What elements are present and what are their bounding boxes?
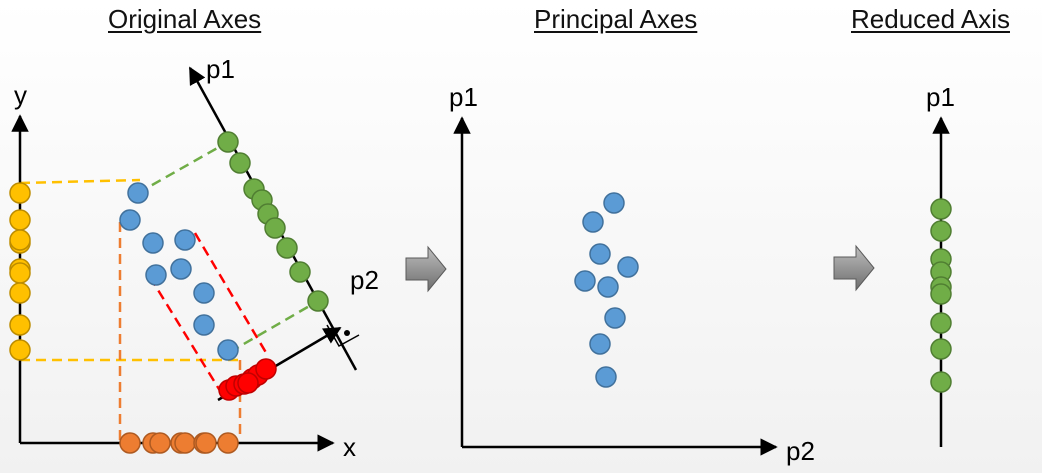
blue-point [170, 258, 192, 280]
blue-point [174, 229, 196, 251]
green-point [289, 261, 311, 283]
red-point [237, 372, 259, 394]
green-projection-line-bottom [229, 299, 319, 354]
reduced-axis-panel: p1 [926, 82, 955, 447]
green-point [930, 283, 952, 305]
yellow-point [9, 182, 31, 204]
transition-arrow-icon [833, 244, 875, 292]
red-points-projected [218, 358, 277, 401]
yellow-point [9, 314, 31, 336]
blue-point [574, 270, 596, 292]
orange-point [174, 432, 196, 454]
green-point [217, 131, 239, 153]
orange-point [195, 432, 217, 454]
yellow-point [9, 339, 31, 361]
p2-axis-label-rotated: p2 [350, 265, 379, 295]
green-point [307, 290, 329, 312]
green-point [930, 312, 952, 334]
blue-points-transformed [574, 192, 639, 388]
blue-point [217, 339, 239, 361]
red-projection-line-right [193, 232, 270, 357]
blue-point [597, 276, 619, 298]
blue-point [127, 182, 149, 204]
original-axes-panel: y x p1 p2 [9, 54, 379, 462]
blue-point [145, 264, 167, 286]
green-point [276, 237, 298, 259]
yellow-point [9, 229, 31, 251]
blue-point [595, 366, 617, 388]
yellow-point [9, 282, 31, 304]
yellow-points [9, 182, 31, 361]
red-projection-line-left [148, 276, 224, 395]
blue-point [589, 243, 611, 265]
green-points-projected [217, 131, 329, 312]
blue-point [604, 307, 626, 329]
green-point [930, 220, 952, 242]
green-point [264, 217, 286, 239]
principal-axes-panel: p1 p2 [449, 82, 815, 466]
green-projection-line-top [137, 140, 229, 195]
p1-axis-label-reduced: p1 [926, 82, 955, 112]
orange-point [217, 432, 239, 454]
blue-point [193, 282, 215, 304]
transition-arrow-icon [405, 245, 447, 293]
yellow-projection-line-top [19, 178, 141, 185]
blue-point [617, 256, 639, 278]
red-point [255, 358, 277, 380]
reduced-axis-title: Reduced Axis [851, 4, 1010, 34]
green-points-reduced [930, 198, 952, 393]
orange-points [119, 432, 239, 454]
right-angle-marker-icon [326, 324, 360, 348]
blue-point [142, 232, 164, 254]
green-point [930, 198, 952, 220]
blue-point [589, 333, 611, 355]
orange-point [149, 432, 171, 454]
blue-point [119, 209, 141, 231]
original-axes-title: Original Axes [108, 4, 262, 34]
blue-point [582, 211, 604, 233]
orange-point [119, 432, 141, 454]
yellow-point [9, 262, 31, 284]
p1-axis-label-rotated: p1 [206, 54, 235, 84]
p2-axis-label: p2 [786, 436, 815, 466]
green-point [930, 338, 952, 360]
green-point [930, 371, 952, 393]
x-axis-label: x [343, 432, 356, 462]
blue-point [193, 314, 215, 336]
yellow-point [9, 209, 31, 231]
blue-point [603, 192, 625, 214]
green-point [229, 152, 251, 174]
y-axis-label: y [14, 80, 27, 110]
p1-axis-label: p1 [449, 82, 478, 112]
blue-points-original [119, 182, 239, 361]
principal-axes-title: Principal Axes [534, 4, 698, 34]
